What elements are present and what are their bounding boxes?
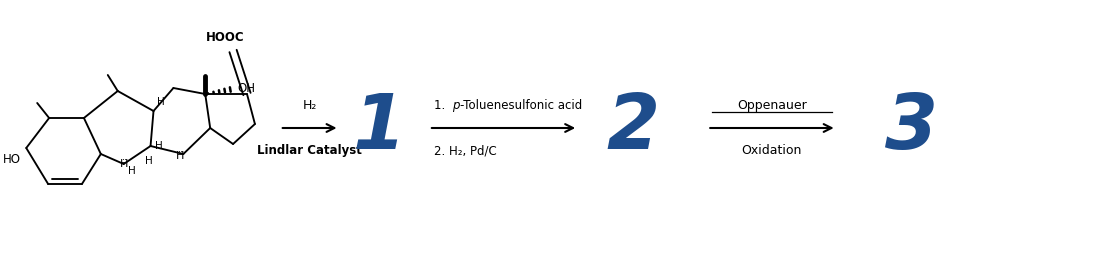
Text: HO: HO <box>3 153 21 166</box>
Text: H: H <box>158 97 166 107</box>
Text: Oppenauer: Oppenauer <box>737 99 807 112</box>
Text: H: H <box>145 156 152 166</box>
Text: Lindlar Catalyst: Lindlar Catalyst <box>257 144 362 157</box>
Text: 1.: 1. <box>434 99 449 112</box>
Text: Oxidation: Oxidation <box>742 144 803 157</box>
Text: p: p <box>452 99 459 112</box>
Text: H₂: H₂ <box>302 99 317 112</box>
Text: 2: 2 <box>606 91 659 165</box>
Text: OH: OH <box>237 82 255 95</box>
Text: HOOC: HOOC <box>205 31 244 44</box>
Text: Ḧ: Ḧ <box>177 151 184 161</box>
Text: H: H <box>128 166 136 176</box>
Text: H: H <box>155 141 162 151</box>
Text: Ḧ: Ḧ <box>119 159 128 169</box>
Text: 2. H₂, Pd/C: 2. H₂, Pd/C <box>434 144 497 157</box>
Text: 3: 3 <box>884 91 937 165</box>
Text: 1: 1 <box>352 91 406 165</box>
Text: -Toluenesulfonic acid: -Toluenesulfonic acid <box>459 99 582 112</box>
